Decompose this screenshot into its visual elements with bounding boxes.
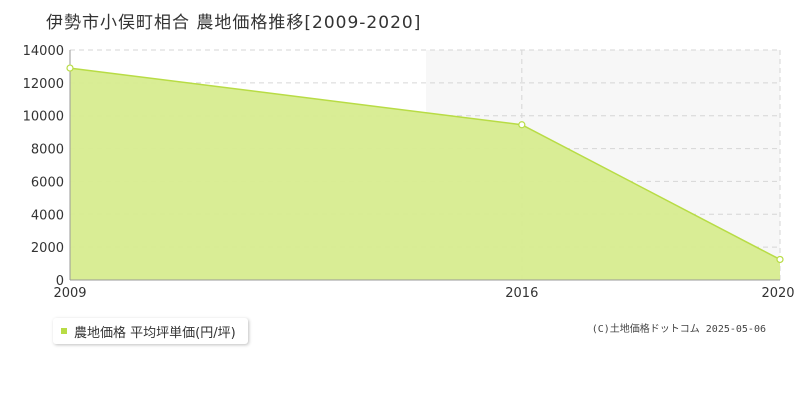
y-tick-label: 8000 <box>31 143 64 158</box>
area-fill <box>70 68 780 280</box>
y-tick-labels: 0 2000 4000 6000 8000 10000 12000 14000 <box>23 44 64 289</box>
legend-swatch <box>61 328 67 334</box>
legend: 農地価格 平均坪単価(円/坪) <box>53 318 248 344</box>
y-tick-label: 14000 <box>23 44 64 59</box>
axes <box>69 50 780 281</box>
chart-title: 伊勢市小俣町相合 農地価格推移[2009-2020] <box>46 13 422 33</box>
x-tick-label: 2020 <box>761 286 794 301</box>
x-tick-label: 2009 <box>53 286 86 301</box>
data-markers <box>66 64 784 264</box>
y-tick-label: 10000 <box>23 110 64 125</box>
y-tick-label: 0 <box>56 274 64 289</box>
data-point <box>776 255 784 264</box>
y-tick-label: 4000 <box>31 208 64 223</box>
data-point <box>518 121 526 129</box>
x-tick-labels: 2009 2016 2020 <box>53 286 794 301</box>
y-tick-label: 12000 <box>23 77 64 92</box>
y-tick-label: 2000 <box>31 241 64 256</box>
x-tick-label: 2016 <box>505 286 538 301</box>
data-point <box>66 64 74 72</box>
legend-label: 農地価格 平均坪単価(円/坪) <box>74 325 236 341</box>
copyright-text: (C)土地価格ドットコム 2025-05-06 <box>591 324 766 335</box>
y-tick-label: 6000 <box>31 175 64 190</box>
